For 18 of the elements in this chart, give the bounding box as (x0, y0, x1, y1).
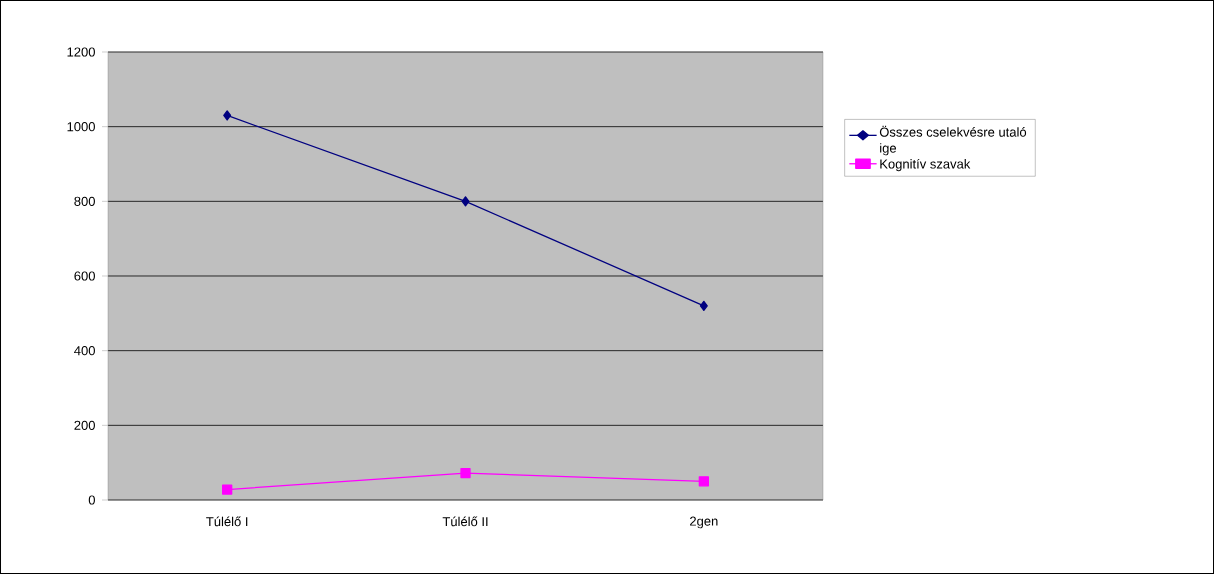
legend-label: Összes cselekvésre utaló ige (879, 125, 1027, 156)
y-tick-label: 1000 (67, 122, 95, 132)
y-tick-label: 800 (74, 196, 95, 206)
x-tick-label: Túlélő II (442, 516, 488, 527)
point (699, 300, 708, 312)
y-tick-label: 400 (74, 346, 95, 356)
y-tick-label: 1200 (67, 47, 95, 57)
point (461, 196, 470, 207)
y-tick-label: 0 (88, 495, 95, 505)
x-tick-label: 2gen (690, 516, 718, 529)
x-tick-label: Túlélő I (206, 516, 248, 527)
point (460, 467, 471, 479)
point (698, 476, 709, 487)
legend-label: Kognitív szavak (880, 158, 971, 172)
point (222, 484, 233, 495)
point (223, 110, 232, 121)
y-tick-label: 600 (74, 271, 95, 281)
y-tick-label: 200 (74, 420, 95, 430)
